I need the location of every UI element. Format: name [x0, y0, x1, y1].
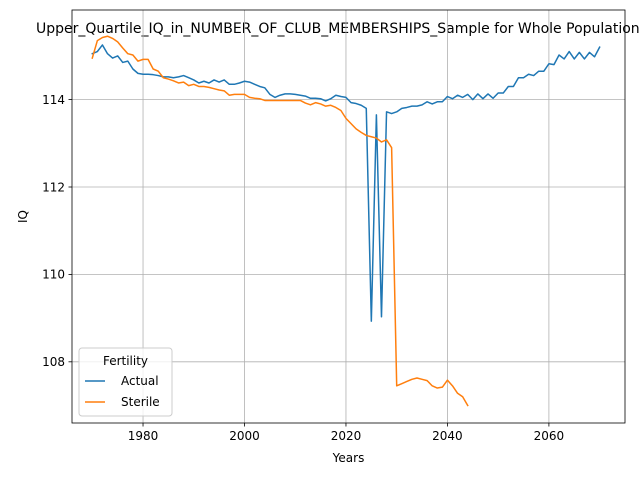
chart-title: Upper_Quartile_IQ_in_NUMBER_OF_CLUB_MEMB… — [36, 21, 640, 37]
legend-label-sterile: Sterile — [121, 395, 160, 409]
x-tick-label: 2060 — [534, 429, 565, 443]
x-tick-label: 2040 — [432, 429, 463, 443]
y-tick-label: 108 — [42, 355, 65, 369]
legend-title: Fertility — [103, 354, 148, 368]
y-tick-label: 114 — [42, 93, 65, 107]
legend-box — [78, 347, 173, 417]
x-tick-label: 2020 — [331, 429, 362, 443]
y-axis-label: IQ — [16, 210, 30, 223]
legend: Fertility Actual Sterile — [78, 347, 173, 417]
series-lines — [91, 35, 601, 407]
x-axis-label: Years — [332, 451, 365, 465]
legend-label-actual: Actual — [121, 374, 159, 388]
series-line-sterile — [91, 35, 469, 407]
y-tick-label: 112 — [42, 180, 65, 194]
y-tick-label: 110 — [42, 268, 65, 282]
x-tick-label: 1980 — [128, 429, 159, 443]
series-line-actual — [91, 44, 601, 322]
plot-area-frame — [71, 9, 626, 424]
axis-ticks: 1980 2000 2020 2040 2060 108 110 112 114 — [42, 93, 564, 443]
x-tick-label: 2000 — [229, 429, 260, 443]
